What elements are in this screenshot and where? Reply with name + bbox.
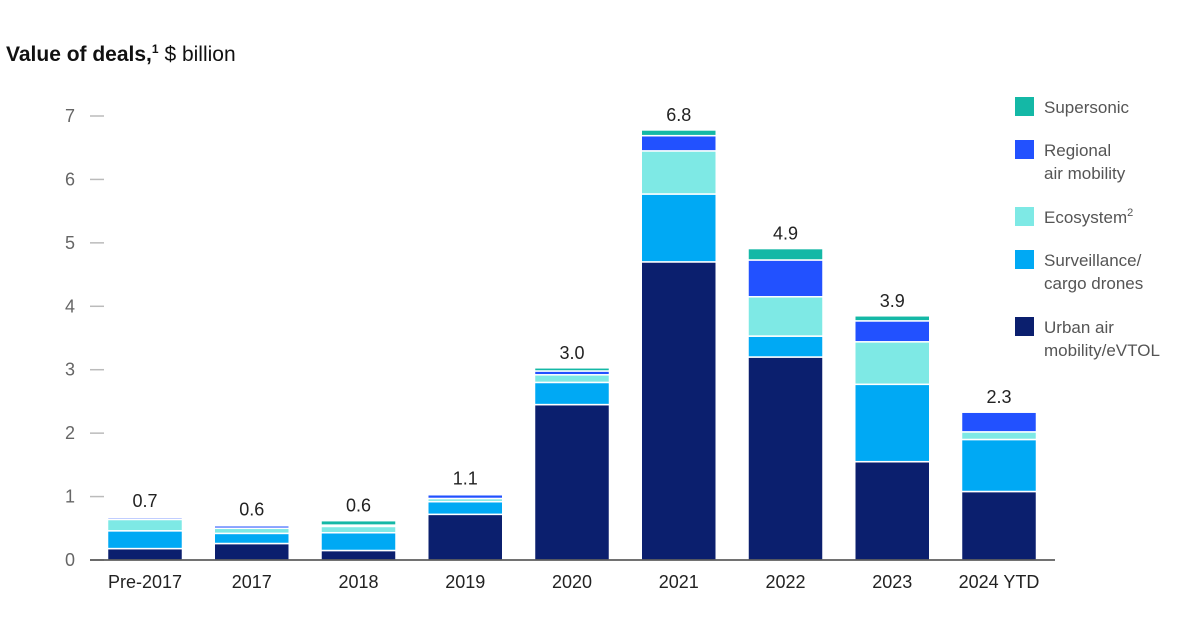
- bar-segment-ecosystem: [747, 296, 824, 337]
- bar-segment-surveillance-cargo-drones: [960, 438, 1038, 493]
- bar-segment-regional-air-mobility: [960, 411, 1038, 433]
- legend-label: Urban air: [1044, 318, 1114, 337]
- legend-label: mobility/eVTOL: [1044, 341, 1160, 360]
- chart-title-main: Value of deals,: [6, 43, 152, 66]
- x-tick-label: 2023: [872, 572, 912, 592]
- bar-segment-ecosystem: [320, 525, 397, 534]
- x-tick-label: Pre-2017: [108, 572, 182, 592]
- bar-segment-urban-air-mobility-evtol: [213, 542, 290, 561]
- x-tick-label: 2021: [659, 572, 699, 592]
- bar-segment-ecosystem: [533, 374, 611, 384]
- bar-segment-urban-air-mobility-evtol: [320, 549, 397, 561]
- bar-segment-surveillance-cargo-drones: [427, 500, 504, 516]
- x-tick-label: 2018: [338, 572, 378, 592]
- legend-label: Regional: [1044, 141, 1111, 160]
- bar-segment-surveillance-cargo-drones: [533, 381, 611, 406]
- y-axis: 0 1 2 3 4 5 6 7: [65, 106, 104, 570]
- bar-segment-surveillance-cargo-drones: [320, 531, 397, 552]
- legend-swatch: [1015, 140, 1034, 159]
- y-tick-label: 2: [65, 423, 75, 443]
- bar-segment-surveillance-cargo-drones: [747, 335, 824, 358]
- bar-segment-regional-air-mobility: [640, 134, 717, 152]
- bar-segment-supersonic: [854, 315, 931, 322]
- legend-footnote-marker: 2: [1127, 207, 1133, 219]
- y-tick-label: 3: [65, 360, 75, 380]
- bar-total-label: 4.9: [773, 224, 798, 244]
- bar-segment-ecosystem: [854, 341, 931, 386]
- chart-title-footnote: 1: [151, 42, 159, 56]
- chart-title-unit: $ billion: [164, 43, 236, 66]
- bar-segment-ecosystem: [960, 431, 1038, 441]
- bar-total-label: 1.1: [453, 468, 478, 488]
- bar-segment-supersonic: [640, 129, 717, 137]
- legend-swatch: [1015, 97, 1034, 116]
- legend-label: Supersonic: [1044, 98, 1130, 117]
- bar-segment-surveillance-cargo-drones: [106, 530, 184, 550]
- bar-segment-ecosystem: [640, 150, 717, 195]
- x-tick-label: 2022: [765, 572, 805, 592]
- x-tick-label: 2017: [232, 572, 272, 592]
- bar-segment-urban-air-mobility-evtol: [427, 513, 504, 561]
- y-tick-label: 6: [65, 169, 75, 189]
- bar-segment-supersonic: [427, 492, 504, 496]
- bar-segment-supersonic: [747, 247, 824, 261]
- bar-segment-ecosystem: [106, 518, 184, 532]
- bar-segment-supersonic: [533, 367, 611, 372]
- y-tick-label: 5: [65, 233, 75, 253]
- bar-segment-surveillance-cargo-drones: [854, 383, 931, 463]
- y-tick-label: 4: [65, 296, 75, 316]
- bar-segment-urban-air-mobility-evtol: [747, 356, 824, 561]
- bars-layer: [106, 129, 1038, 561]
- bar-segment-urban-air-mobility-evtol: [106, 547, 184, 561]
- bar-segment-surveillance-cargo-drones: [213, 532, 290, 545]
- total-labels: 0.7 0.6 0.6 1.1 3.0 6.8 4.9 3.9 2.3: [132, 105, 1011, 520]
- bar-segment-urban-air-mobility-evtol: [960, 490, 1038, 561]
- bar-segment-supersonic: [213, 523, 290, 527]
- bar-total-label: 0.7: [132, 491, 157, 511]
- bar-total-label: 3.0: [559, 343, 584, 363]
- legend-label: air mobility: [1044, 164, 1126, 183]
- chart-title: Value of deals,1 $ billion: [6, 42, 236, 67]
- y-tick-label: 1: [65, 487, 75, 507]
- x-axis: Pre-2017 2017 2018 2019 2020 2021 2022 2023 2024…: [90, 559, 1055, 592]
- legend-label: Surveillance/: [1044, 251, 1142, 270]
- y-tick-label: 0: [65, 550, 75, 570]
- bar-segment-surveillance-cargo-drones: [640, 193, 717, 263]
- bar-total-label: 6.8: [666, 105, 691, 125]
- bar-segment-regional-air-mobility: [747, 259, 824, 298]
- legend-label: Ecosystem2: [1044, 207, 1133, 227]
- bar-total-label: 3.9: [880, 291, 905, 311]
- bar-segment-urban-air-mobility-evtol: [533, 403, 611, 561]
- bar-segment-supersonic: [320, 519, 397, 526]
- x-tick-label: 2024 YTD: [959, 572, 1040, 592]
- legend: Supersonic Regional air mobility Ecosystem2…: [1015, 97, 1160, 360]
- x-tick-label: 2020: [552, 572, 592, 592]
- bar-total-label: 0.6: [239, 499, 264, 519]
- legend-swatch: [1015, 250, 1034, 269]
- legend-swatch: [1015, 317, 1034, 336]
- bar-segment-supersonic: [106, 515, 184, 519]
- bar-total-label: 0.6: [346, 496, 371, 516]
- x-tick-label: 2019: [445, 572, 485, 592]
- legend-label: cargo drones: [1044, 274, 1143, 293]
- bar-segment-urban-air-mobility-evtol: [640, 261, 717, 561]
- legend-swatch: [1015, 207, 1034, 226]
- y-tick-label: 7: [65, 106, 75, 126]
- bar-segment-regional-air-mobility: [854, 320, 931, 343]
- bar-total-label: 2.3: [986, 387, 1011, 407]
- bar-segment-ecosystem: [213, 527, 290, 535]
- bar-segment-urban-air-mobility-evtol: [854, 460, 931, 561]
